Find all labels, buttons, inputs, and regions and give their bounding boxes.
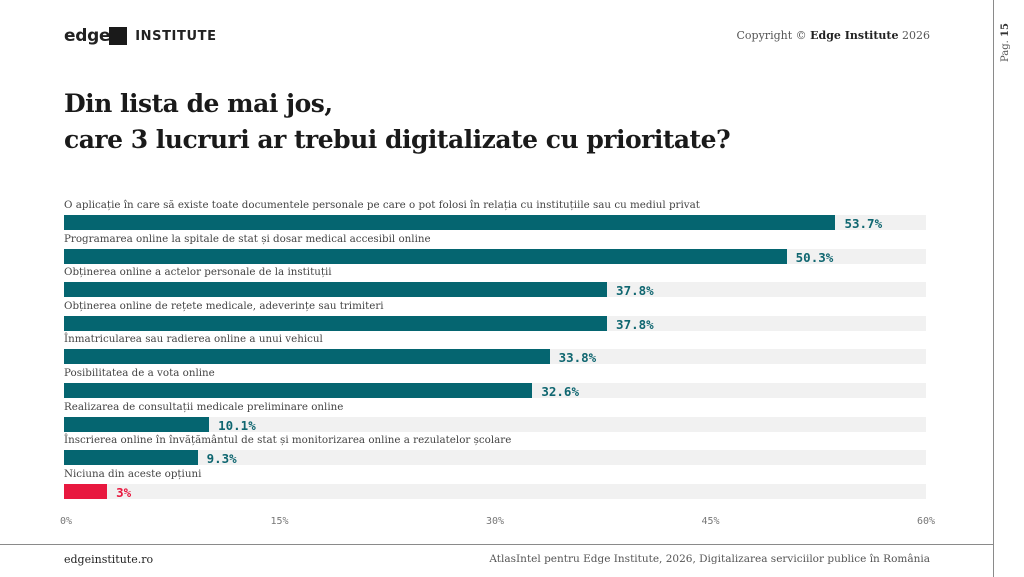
data-label: 33.8% [558, 350, 597, 366]
category-label: O aplicație în care să existe toate docu… [64, 199, 700, 211]
copyright-year: 2026 [902, 29, 930, 42]
edge-institute-logo: edge INSTITUTE [64, 25, 217, 47]
bar [64, 248, 787, 264]
chart-title: Din lista de mai jos, care 3 lucruri ar … [64, 86, 731, 158]
data-label: 32.6% [541, 384, 579, 399]
bar [64, 215, 836, 230]
data-label: 10.1% [218, 417, 256, 433]
bar [64, 315, 608, 331]
data-label: 3% [116, 484, 132, 500]
bar-track [64, 416, 926, 432]
category-label: Înmatricularea sau radierea online a unu… [64, 333, 323, 346]
x-tick-label: 45% [701, 516, 720, 527]
bar [64, 349, 550, 365]
x-tick-label: 15% [270, 516, 289, 527]
data-label: 9.3% [206, 451, 237, 467]
chart-title-line-2: care 3 lucruri ar trebui digitalizate cu… [64, 125, 731, 154]
bar [64, 450, 198, 466]
right-margin-divider [993, 0, 994, 577]
data-label: 37.8% [616, 316, 654, 332]
copyright-prefix: Copyright © [736, 29, 807, 42]
category-label: Realizarea de consultații medicale preli… [64, 400, 344, 413]
category-label: Posibilitatea de a vota online [64, 367, 215, 379]
logo-institute-text: INSTITUTE [135, 28, 217, 44]
footer-website[interactable]: edgeinstitute.ro [64, 553, 154, 566]
x-tick-label: 0% [59, 516, 73, 527]
category-label: Obținerea online a actelor personale de … [64, 266, 332, 279]
copyright-brand: Edge Institute [810, 29, 899, 42]
data-label: 50.3% [795, 249, 834, 265]
bar [64, 483, 108, 499]
bar [64, 416, 210, 432]
chart-title-line-1: Din lista de mai jos, [64, 89, 333, 118]
category-label: Niciuna din aceste opțiuni [64, 467, 202, 480]
category-label: Obținerea online de rețete medicale, ade… [64, 299, 384, 312]
copyright-notice: Copyright © Edge Institute 2026 [737, 29, 930, 42]
bar [64, 282, 608, 298]
bar [64, 383, 533, 398]
category-label: Înscrierea online în învățământul de sta… [64, 434, 512, 447]
x-tick-label: 60% [916, 516, 936, 527]
footer-source: AtlasIntel pentru Edge Institute, 2026, … [489, 553, 930, 565]
category-label: Programarea online la spitale de stat și… [64, 232, 431, 245]
bar-track [64, 450, 926, 466]
logo-square-icon [109, 27, 128, 45]
data-label: 53.7% [844, 216, 883, 231]
footer-divider [0, 544, 993, 545]
data-label: 37.8% [616, 283, 654, 299]
logo-edge-text: edge [64, 26, 111, 46]
x-tick-label: 30% [485, 516, 505, 527]
bar-track [64, 483, 926, 499]
